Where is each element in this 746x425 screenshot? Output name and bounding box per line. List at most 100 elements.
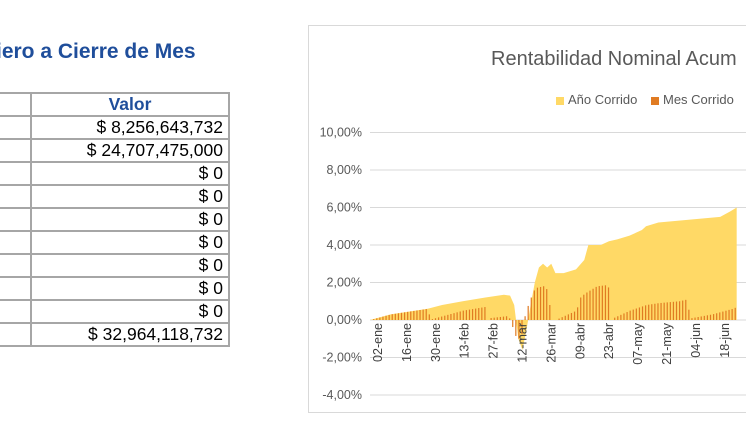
bar-mes-corrido	[549, 305, 551, 320]
bar-mes-corrido	[509, 318, 511, 320]
bar-mes-corrido	[425, 309, 427, 320]
header-cell-valor: Valor	[30, 92, 230, 117]
y-tick-label: 8,00%	[327, 163, 362, 177]
bar-mes-corrido	[691, 318, 693, 320]
table-row: $ 0	[0, 276, 230, 301]
bar-mes-corrido	[641, 306, 644, 320]
chart-title: Rentabilidad Nominal Acum	[491, 48, 737, 70]
bar-mes-corrido	[660, 302, 662, 320]
bar-mes-corrido	[475, 308, 477, 320]
bar-mes-corrido	[697, 317, 699, 320]
bar-mes-corrido	[635, 308, 637, 320]
bar-mes-corrido	[675, 301, 678, 320]
bar-mes-corrido	[719, 312, 721, 320]
bar-mes-corrido	[700, 316, 702, 320]
bar-mes-corrido	[607, 287, 610, 320]
bar-mes-corrido	[598, 286, 600, 320]
bar-mes-corrido	[394, 313, 396, 320]
bar-mes-corrido	[567, 314, 569, 320]
x-tick-label: 09-abr	[573, 323, 587, 359]
bar-mes-corrido	[419, 310, 421, 320]
bar-mes-corrido	[638, 307, 641, 320]
bar-mes-corrido	[456, 312, 458, 320]
bar-mes-corrido	[604, 285, 607, 320]
bar-mes-corrido	[376, 318, 378, 320]
bar-mes-corrido	[536, 287, 539, 320]
bar-mes-corrido	[490, 318, 492, 320]
bar-mes-corrido	[379, 317, 381, 320]
x-tick-label: 23-abr	[602, 323, 616, 359]
bar-mes-corrido	[682, 300, 684, 320]
bar-mes-corrido	[731, 309, 733, 320]
bar-mes-corrido	[623, 313, 625, 320]
bar-mes-corrido	[515, 320, 517, 336]
legend-label-mes-corrido: Mes Corrido	[663, 92, 734, 107]
bar-mes-corrido	[493, 317, 495, 320]
x-tick-label: 18-jun	[718, 323, 732, 358]
value-cell: $ 0	[30, 161, 230, 186]
bar-mes-corrido	[444, 315, 446, 320]
table-row: $ 0	[0, 253, 230, 278]
table-row: $ 0	[0, 299, 230, 324]
bar-mes-corrido	[722, 311, 724, 320]
bar-mes-corrido	[586, 292, 588, 320]
x-tick-label: 26-mar	[544, 323, 558, 363]
bar-mes-corrido	[645, 305, 647, 320]
row-label-cell	[0, 138, 32, 163]
table-row: $ 24,707,475,000	[0, 138, 230, 163]
value-cell: $ 24,707,475,000	[30, 138, 230, 163]
bar-mes-corrido	[502, 316, 505, 320]
value-cell: $ 0	[30, 299, 230, 324]
bar-mes-corrido	[539, 286, 542, 320]
bar-mes-corrido	[527, 305, 529, 320]
bar-mes-corrido	[422, 309, 424, 320]
table-row: $ 8,256,643,732	[0, 115, 230, 140]
legend-swatch-mes-corrido	[651, 96, 659, 105]
chart-container	[308, 25, 746, 413]
bar-mes-corrido	[648, 304, 650, 320]
y-tick-label: 0,00%	[327, 313, 362, 327]
y-tick-label: 6,00%	[327, 201, 362, 215]
bar-mes-corrido	[666, 302, 668, 320]
x-tick-label: 02-ene	[371, 323, 385, 362]
bar-mes-corrido	[601, 285, 603, 320]
bar-mes-corrido	[679, 301, 681, 320]
bar-mes-corrido	[595, 286, 597, 320]
legend-swatch-ano-corrido	[556, 96, 564, 105]
bar-mes-corrido	[651, 304, 653, 320]
bar-mes-corrido	[620, 314, 622, 320]
bar-mes-corrido	[478, 308, 480, 320]
bar-mes-corrido	[580, 297, 582, 320]
legend-item-ano-corrido: Año Corrido	[556, 92, 641, 107]
x-tick-label: 13-feb	[458, 323, 472, 358]
row-label-cell	[0, 230, 32, 255]
table-row: $ 0	[0, 207, 230, 232]
x-tick-label: 07-may	[631, 322, 645, 364]
table-row: $ 0	[0, 161, 230, 186]
bar-mes-corrido	[564, 315, 566, 320]
bar-mes-corrido	[632, 309, 634, 320]
bar-mes-corrido	[403, 312, 406, 320]
bar-mes-corrido	[629, 310, 631, 320]
bar-mes-corrido	[385, 315, 387, 320]
bar-mes-corrido	[654, 303, 656, 320]
value-cell: $ 0	[30, 207, 230, 232]
legend-label-ano-corrido: Año Corrido	[568, 92, 638, 107]
bar-mes-corrido	[397, 313, 400, 320]
bar-mes-corrido	[496, 317, 498, 320]
table-row: $ 0	[0, 230, 230, 255]
bar-mes-corrido	[434, 318, 437, 320]
bar-mes-corrido	[570, 312, 573, 320]
row-label-cell	[0, 207, 32, 232]
bar-mes-corrido	[481, 307, 483, 320]
bar-mes-corrido	[459, 311, 461, 320]
table-row: $ 32,964,118,732	[0, 322, 230, 347]
row-label-cell	[0, 253, 32, 278]
bar-mes-corrido	[524, 316, 526, 320]
bar-mes-corrido	[428, 314, 430, 320]
bar-mes-corrido	[533, 290, 535, 320]
bar-mes-corrido	[626, 312, 628, 320]
y-tick-label: -4,00%	[322, 388, 362, 402]
y-tick-label: 4,00%	[327, 238, 362, 252]
